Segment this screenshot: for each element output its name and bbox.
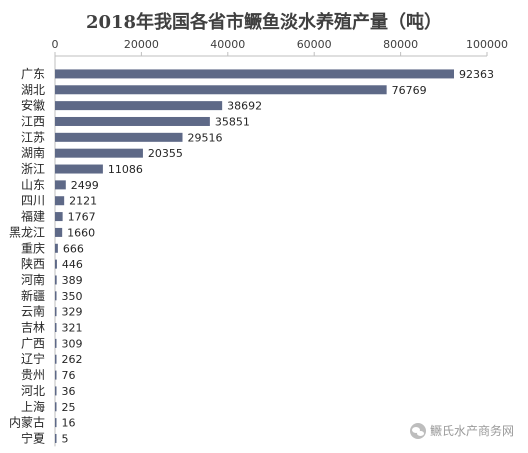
- value-label: 1767: [68, 211, 96, 224]
- x-tick-label: 60000: [297, 38, 332, 51]
- category-label: 江苏: [21, 130, 45, 144]
- value-label: 1660: [67, 226, 95, 239]
- category-label: 辽宁: [21, 351, 45, 366]
- bar: [55, 418, 57, 428]
- x-tick-label: 0: [52, 38, 59, 51]
- bar: [55, 402, 57, 412]
- category-label: 广西: [21, 336, 45, 350]
- value-label: 20355: [148, 147, 183, 160]
- bar: [55, 69, 455, 79]
- bar: [55, 354, 57, 364]
- bar: [55, 85, 387, 95]
- category-label: 福建: [21, 209, 45, 224]
- category-label: 宁夏: [21, 430, 45, 445]
- category-label: 四川: [21, 194, 45, 208]
- value-label: 92363: [459, 68, 494, 81]
- bar: [55, 323, 57, 333]
- bar: [55, 307, 57, 317]
- x-tick-label: 20000: [124, 38, 159, 51]
- category-label: 湖南: [21, 145, 45, 160]
- watermark-text: 鳜氏水产商务网: [429, 424, 514, 438]
- category-label: 陕西: [21, 256, 45, 271]
- category-label: 山东: [21, 178, 45, 192]
- value-label: 2121: [69, 195, 97, 208]
- category-label: 重庆: [21, 241, 45, 255]
- value-label: 350: [62, 290, 83, 303]
- category-label: 内蒙古: [9, 415, 45, 430]
- value-label: 446: [62, 258, 83, 271]
- bar: [55, 212, 63, 222]
- value-label: 262: [62, 353, 83, 366]
- value-label: 35851: [215, 115, 250, 128]
- bar: [55, 132, 183, 142]
- value-label: 76: [62, 369, 76, 382]
- bar: [55, 259, 57, 269]
- category-label: 河南: [21, 272, 45, 287]
- value-label: 2499: [71, 179, 99, 192]
- value-label: 389: [62, 274, 83, 287]
- bar: [55, 101, 223, 111]
- watermark: 鳜氏水产商务网: [409, 422, 514, 439]
- value-label: 666: [63, 242, 84, 255]
- category-label: 广东: [21, 67, 45, 81]
- category-label: 浙江: [21, 162, 45, 176]
- category-label: 江西: [21, 114, 45, 128]
- category-label: 吉林: [21, 321, 45, 335]
- value-label: 11086: [108, 163, 143, 176]
- category-label: 新疆: [21, 288, 45, 303]
- bar: [55, 148, 143, 158]
- bar: [55, 116, 210, 126]
- category-label: 贵州: [21, 368, 45, 382]
- value-label: 329: [62, 306, 83, 319]
- category-label: 安徽: [21, 98, 45, 113]
- value-label: 38692: [227, 100, 262, 113]
- value-label: 76769: [392, 84, 427, 97]
- bar: [55, 196, 65, 206]
- category-label: 云南: [21, 304, 45, 319]
- wechat-icon: [409, 422, 426, 439]
- bar: [55, 386, 57, 396]
- category-label: 河北: [21, 384, 45, 398]
- bar: [55, 433, 57, 443]
- value-label: 25: [62, 401, 76, 414]
- category-label: 上海: [21, 399, 45, 414]
- category-label: 黑龙江: [9, 225, 45, 239]
- value-label: 36: [62, 385, 76, 398]
- bar: [55, 164, 103, 174]
- x-tick-label: 100000: [466, 38, 508, 51]
- bar: [55, 275, 57, 285]
- x-tick-label: 40000: [210, 38, 245, 51]
- bar: [55, 227, 63, 237]
- bar: [55, 370, 57, 380]
- bar: [55, 180, 66, 190]
- bar: [55, 243, 58, 253]
- value-label: 16: [62, 417, 76, 430]
- value-label: 5: [62, 432, 69, 445]
- value-label: 309: [62, 337, 83, 350]
- x-tick-label: 80000: [383, 38, 418, 51]
- value-label: 321: [62, 322, 83, 335]
- bar: [55, 291, 57, 301]
- bar: [55, 338, 57, 348]
- value-label: 29516: [188, 131, 223, 144]
- chart-title: 2018年我国各省市鳜鱼淡水养殖产量（吨）: [85, 12, 443, 33]
- category-label: 湖北: [21, 82, 45, 97]
